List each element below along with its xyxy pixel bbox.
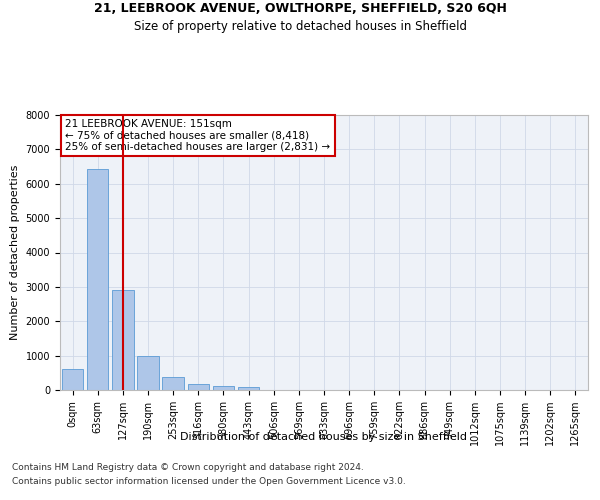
Bar xyxy=(112,290,134,390)
Text: 21, LEEBROOK AVENUE, OWLTHORPE, SHEFFIELD, S20 6QH: 21, LEEBROOK AVENUE, OWLTHORPE, SHEFFIEL… xyxy=(94,2,506,16)
Bar xyxy=(87,170,109,390)
Y-axis label: Number of detached properties: Number of detached properties xyxy=(10,165,20,340)
Bar xyxy=(137,356,158,390)
Bar xyxy=(238,387,259,390)
Text: Contains HM Land Registry data © Crown copyright and database right 2024.: Contains HM Land Registry data © Crown c… xyxy=(12,462,364,471)
Bar xyxy=(163,377,184,390)
Bar xyxy=(213,386,234,390)
Text: Distribution of detached houses by size in Sheffield: Distribution of detached houses by size … xyxy=(181,432,467,442)
Text: Size of property relative to detached houses in Sheffield: Size of property relative to detached ho… xyxy=(133,20,467,33)
Text: Contains public sector information licensed under the Open Government Licence v3: Contains public sector information licen… xyxy=(12,478,406,486)
Text: 21 LEEBROOK AVENUE: 151sqm
← 75% of detached houses are smaller (8,418)
25% of s: 21 LEEBROOK AVENUE: 151sqm ← 75% of deta… xyxy=(65,119,331,152)
Bar xyxy=(188,384,209,390)
Bar xyxy=(62,368,83,390)
